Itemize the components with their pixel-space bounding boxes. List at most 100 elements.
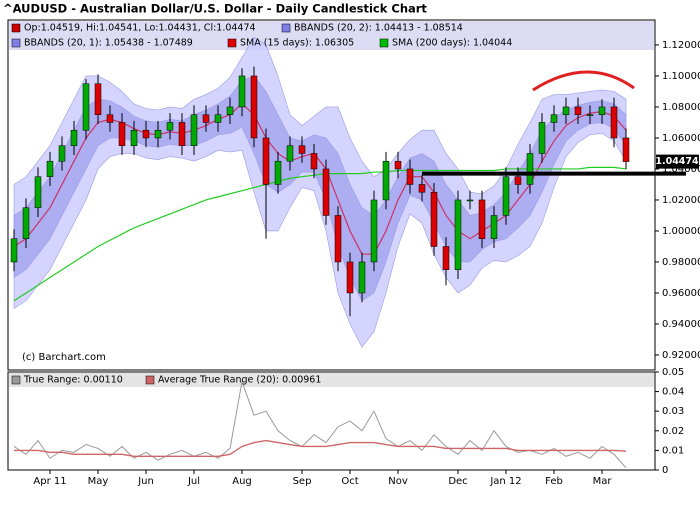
plot-area	[10, 36, 630, 348]
x-tick-label: Jul	[187, 476, 200, 487]
y-tick-label: 1.10000	[662, 71, 700, 82]
legend-swatch	[11, 375, 21, 385]
candle-body	[34, 176, 42, 208]
y-tick-label: 1.12000	[662, 40, 700, 51]
candle-body	[550, 114, 558, 123]
legend-label: BBANDS (20, 1): 1.05438 - 1.07489	[24, 38, 193, 49]
line-series	[13, 379, 627, 469]
legend-swatch	[11, 23, 21, 33]
y-tick-label: 0.05	[662, 367, 684, 378]
candle-body	[562, 106, 570, 115]
candle-body	[22, 207, 30, 239]
candle-body	[286, 145, 294, 162]
y-tick-label: 0.03	[662, 406, 684, 417]
candle-body	[166, 122, 174, 131]
y-tick-label: 0.98000	[662, 257, 700, 268]
candle-body	[178, 122, 186, 146]
candle-body	[526, 153, 534, 185]
candle-body	[154, 129, 162, 139]
y-tick-label: 1.06000	[662, 133, 700, 144]
candle-body	[418, 184, 426, 193]
candle-body	[142, 129, 150, 139]
x-tick-label: Oct	[341, 476, 358, 487]
legend-swatch	[379, 38, 389, 48]
legend-label: SMA (15 days): 1.06305	[240, 38, 354, 49]
candle-body	[490, 215, 498, 239]
y-tick-label: 1.00000	[662, 226, 700, 237]
candle-body	[70, 129, 78, 146]
x-tick-label: Jun	[137, 476, 154, 487]
candle-body	[130, 129, 138, 146]
candle-body	[334, 215, 342, 263]
legend-swatch	[145, 375, 155, 385]
candle-body	[262, 137, 270, 185]
candle-body	[538, 122, 546, 154]
candle-body	[394, 160, 402, 170]
candle-body	[478, 199, 486, 239]
candle-body	[574, 106, 582, 115]
candle-body	[238, 75, 246, 108]
x-tick-label: Aug	[232, 476, 252, 487]
legend-label: True Range: 0.00110	[23, 375, 123, 386]
x-tick-label: Dec	[448, 476, 467, 487]
candle-body	[502, 176, 510, 216]
y-tick-label: 0.92000	[662, 350, 700, 361]
x-tick-label: Apr 11	[33, 476, 66, 487]
line-series	[13, 166, 627, 302]
candle-body	[346, 261, 354, 294]
range-legend-band	[9, 373, 654, 387]
legend-swatch	[281, 23, 291, 33]
candle-body	[514, 176, 522, 185]
arc-annotation	[532, 70, 635, 92]
candle-body	[298, 145, 306, 154]
x-tick-label: Mar	[593, 476, 613, 487]
candle-body	[466, 199, 474, 202]
x-tick-label: Nov	[388, 476, 408, 487]
y-tick-label: 1.08000	[662, 102, 700, 113]
candle-body	[226, 106, 234, 115]
legend-swatch	[11, 38, 21, 48]
candle-body	[454, 199, 462, 270]
chart-title: ^AUDUSD - Australian Dollar/U.S. Dollar …	[3, 2, 427, 16]
x-tick-label: May	[88, 476, 109, 487]
legend-label: BBANDS (20, 2): 1.04413 - 1.08514	[294, 23, 463, 34]
candle-body	[586, 114, 594, 116]
y-tick-label: 1.04000	[662, 164, 700, 175]
candle-body	[430, 191, 438, 247]
y-tick-label: 0.96000	[662, 288, 700, 299]
candle-body	[190, 114, 198, 146]
candle-body	[202, 114, 210, 123]
candle-body	[382, 160, 390, 201]
x-tick-label: Jan 12	[489, 476, 521, 487]
y-tick-label: 0.01	[662, 445, 684, 456]
candle-body	[598, 106, 606, 115]
candle-body	[358, 261, 366, 294]
legend-label: Op:1.04519, Hi:1.04541, Lo:1.04431, Cl:1…	[24, 23, 256, 34]
y-tick-label: 0	[662, 465, 668, 476]
line-series	[14, 439, 627, 457]
candle-body	[406, 168, 414, 185]
price-legend-band	[9, 21, 654, 50]
candle-body	[622, 137, 630, 162]
candle-body	[82, 83, 90, 131]
candle-body	[118, 122, 126, 146]
credit: (c) Barchart.com	[22, 352, 106, 363]
line-series	[13, 103, 627, 255]
candle-body	[274, 160, 282, 185]
candle-body	[370, 199, 378, 263]
candle-body	[58, 145, 66, 162]
candle-body	[610, 106, 618, 139]
y-tick-label: 0.02	[662, 426, 684, 437]
x-tick-label: Feb	[545, 476, 563, 487]
candle-body	[46, 160, 54, 177]
candle-body	[214, 114, 222, 123]
y-tick-label: 1.02000	[662, 195, 700, 206]
last-price-label: 1.04474	[655, 156, 699, 167]
candle-body	[94, 83, 102, 115]
legend-label: Average True Range (20): 0.00961	[158, 375, 321, 386]
legend-label: SMA (200 days): 1.04044	[392, 38, 512, 49]
x-tick-label: Sep	[293, 476, 312, 487]
legend-swatch	[227, 38, 237, 48]
y-tick-label: 0.94000	[662, 319, 700, 330]
